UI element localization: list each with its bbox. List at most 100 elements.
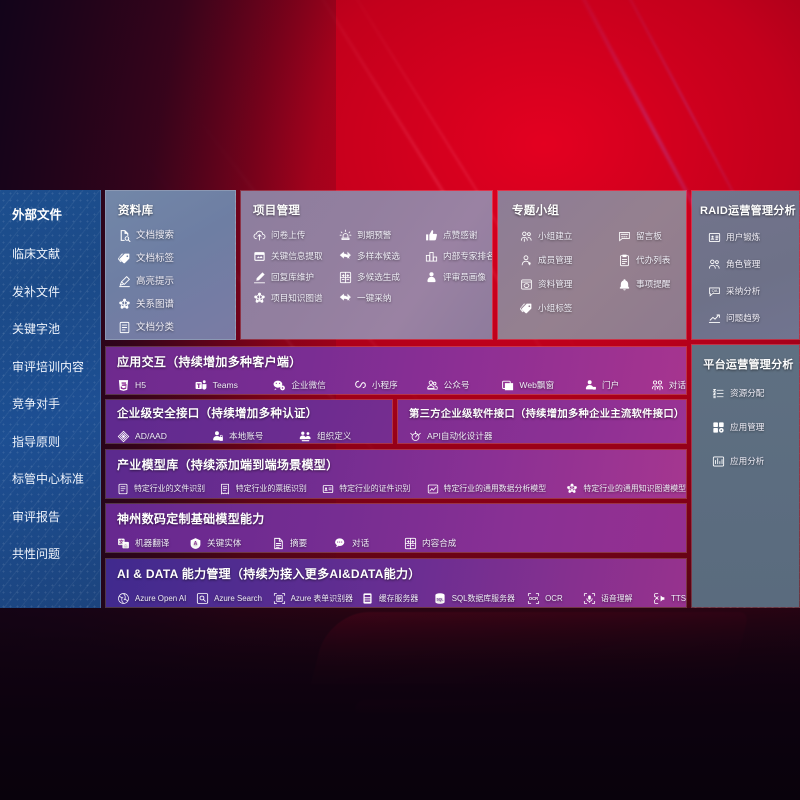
trend-chart-icon bbox=[708, 312, 721, 325]
aidata-item-tts[interactable]: TTS bbox=[653, 592, 686, 605]
sidebar-item-guidelines[interactable]: 指导原则 bbox=[12, 434, 61, 449]
project-item-reply-library[interactable]: 回复库维护 bbox=[253, 271, 339, 284]
summary-doc-icon bbox=[272, 537, 285, 550]
group-item-create-group[interactable]: 小组建立 bbox=[520, 230, 618, 243]
repo-item-document-category[interactable]: 文档分类 bbox=[118, 321, 235, 334]
project-item-label: 评审员画像 bbox=[443, 272, 486, 283]
ocr-icon: OCR bbox=[527, 592, 540, 605]
interaction-item-miniprogram[interactable]: 小程序 bbox=[354, 379, 426, 392]
platform-item-app-analysis[interactable]: 应用分析 bbox=[712, 455, 799, 468]
repo-item-document-tag[interactable]: 文档标签 bbox=[118, 252, 235, 265]
cloud-upload-icon bbox=[253, 229, 266, 242]
base-item-label: 对话 bbox=[352, 538, 370, 549]
project-item-knowledge-graph[interactable]: 项目知识图谱 bbox=[253, 292, 339, 305]
security-item-ad-aad[interactable]: AD/AAD bbox=[117, 430, 211, 443]
model-item-receipt-recognition[interactable]: 特定行业的票据识别 bbox=[219, 483, 322, 495]
aidata-item-azure-search[interactable]: Azure Search bbox=[196, 592, 272, 605]
project-item-thanks-like[interactable]: 点赞感谢 bbox=[425, 229, 492, 242]
interaction-item-label: H5 bbox=[135, 380, 146, 391]
model-item-file-recognition[interactable]: 特定行业的文件识别 bbox=[117, 483, 219, 495]
panel-third-party-title: 第三方企业级软件接口（持续增加多种企业主流软件接口） bbox=[409, 409, 685, 420]
archive-box-icon bbox=[520, 278, 533, 291]
aidata-item-form-recognizer[interactable]: Azure 表单识别器 bbox=[273, 592, 361, 605]
sidebar-item-supplementary-docs[interactable]: 发补文件 bbox=[12, 284, 61, 299]
group-item-message-board[interactable]: 留言板 bbox=[618, 230, 686, 243]
raid-item-issue-trend[interactable]: 问题趋势 bbox=[708, 312, 799, 325]
sidebar-item-review-report[interactable]: 审评报告 bbox=[12, 509, 61, 524]
security-item-local-account[interactable]: 本地账号 bbox=[211, 430, 299, 443]
project-item-questionnaire-upload[interactable]: 问卷上传 bbox=[253, 229, 339, 242]
repo-item-highlight[interactable]: 高亮提示 bbox=[118, 275, 235, 288]
model-item-data-analysis-model[interactable]: 特定行业的通用数据分析模型 bbox=[427, 483, 567, 495]
group-item-label: 留言板 bbox=[636, 231, 662, 242]
interaction-item-web-popup[interactable]: Web飘窗 bbox=[501, 379, 584, 392]
aidata-item-azure-openai[interactable]: Azure Open AI bbox=[117, 592, 196, 605]
base-item-content-synthesis[interactable]: 内容合成 bbox=[404, 537, 456, 550]
project-item-reviewer-profile[interactable]: 评审员画像 bbox=[425, 271, 492, 284]
interaction-item-official-account[interactable]: 公众号 bbox=[426, 379, 502, 392]
interaction-item-label: 企业微信 bbox=[291, 380, 326, 391]
group-item-label: 成员管理 bbox=[538, 255, 573, 266]
interaction-item-teams[interactable]: Teams bbox=[194, 379, 273, 392]
platform-item-resource-allocation[interactable]: 资源分配 bbox=[712, 387, 799, 400]
interaction-item-chat[interactable]: 对话 bbox=[651, 379, 686, 392]
project-item-one-click-adopt[interactable]: 一键采纳 bbox=[339, 292, 425, 305]
reply-arrow-icon bbox=[339, 250, 352, 263]
group-item-todo-list[interactable]: 代办列表 bbox=[618, 254, 686, 267]
base-item-key-entity[interactable]: A 关键实体 bbox=[189, 537, 272, 550]
group-item-group-tag[interactable]: 小组标签 bbox=[520, 302, 618, 315]
svg-text:OCR: OCR bbox=[529, 596, 538, 601]
thumbs-up-icon bbox=[425, 229, 438, 242]
panel-third-party-interface: 第三方企业级软件接口（持续增加多种企业主流软件接口） API自动化设计器 bbox=[397, 399, 687, 444]
aidata-item-cache-server[interactable]: 缓存服务器 bbox=[361, 592, 433, 605]
sidebar-item-review-training[interactable]: 审评培训内容 bbox=[12, 359, 85, 374]
alarm-light-icon bbox=[339, 229, 352, 242]
sidebar-item-competitors[interactable]: 竞争对手 bbox=[12, 397, 61, 411]
interaction-item-h5[interactable]: H5 bbox=[117, 379, 194, 392]
org-define-icon bbox=[299, 430, 312, 443]
model-item-id-recognition[interactable]: 特定行业的证件识别 bbox=[322, 483, 426, 495]
aidata-item-sql-database[interactable]: SQL SQL数据库服务器 bbox=[433, 592, 527, 605]
group-people-icon bbox=[708, 258, 721, 271]
sidebar-item-keyword-pool[interactable]: 关键字池 bbox=[12, 322, 61, 336]
project-item-multi-sample-candidate[interactable]: 多样本候选 bbox=[339, 250, 425, 263]
aidata-item-speech-understanding[interactable]: 语音理解 bbox=[583, 592, 653, 605]
miniprogram-icon bbox=[354, 379, 367, 392]
raid-item-user[interactable]: 用户锻炼 bbox=[708, 231, 799, 244]
aidata-item-ocr[interactable]: OCR OCR bbox=[527, 592, 583, 605]
sidebar-item-clinical-literature[interactable]: 临床文献 bbox=[12, 247, 61, 261]
group-item-material-management[interactable]: 资料管理 bbox=[520, 278, 618, 291]
aidata-item-label: OCR bbox=[545, 593, 563, 603]
web-popup-icon bbox=[501, 379, 514, 392]
interaction-item-wechat-work[interactable]: 企业微信 bbox=[272, 379, 354, 392]
sidebar-item-common-issues[interactable]: 共性问题 bbox=[12, 547, 61, 561]
document-list-icon bbox=[118, 321, 131, 334]
group-item-event-reminder[interactable]: 事项提醒 bbox=[618, 278, 686, 291]
base-item-summary[interactable]: 摘要 bbox=[272, 537, 334, 550]
sidebar-external-files[interactable]: 外部文件 临床文献 发补文件 关键字池 审评培训内容 竞争对手 指导原则 标管中… bbox=[0, 190, 101, 608]
group-item-member-management[interactable]: 成员管理 bbox=[520, 254, 618, 267]
project-item-expiry-alert[interactable]: 到期预警 bbox=[339, 229, 425, 242]
interaction-item-portal[interactable]: 门户 bbox=[584, 379, 651, 392]
base-item-dialogue[interactable]: 对话 bbox=[334, 537, 404, 550]
panel-base-model-fill bbox=[106, 504, 686, 552]
panel-platform-title: 平台运营管理分析 bbox=[703, 359, 794, 371]
document-search-icon bbox=[118, 229, 131, 242]
sidebar-item-standards-center[interactable]: 标管中心标准 bbox=[12, 472, 85, 486]
security-item-org-definition[interactable]: 组织定义 bbox=[299, 430, 351, 443]
panel-industry-model-title: 产业模型库（持续添加端到端场景模型） bbox=[117, 458, 339, 472]
project-item-multi-candidate-generate[interactable]: 多候选生成 bbox=[339, 271, 425, 284]
repo-item-relation-graph[interactable]: 关系图谱 bbox=[118, 298, 235, 311]
group-people-icon bbox=[520, 230, 533, 243]
raid-item-role-management[interactable]: 角色管理 bbox=[708, 258, 799, 271]
panel-industry-model: 产业模型库（持续添加端到端场景模型） 特定行业的文件识别 特定行业的票据识别 bbox=[105, 449, 687, 499]
model-item-knowledge-graph-model[interactable]: 特定行业的通用知识图谱模型 bbox=[566, 483, 686, 495]
repo-item-document-search[interactable]: 文档搜索 bbox=[118, 229, 235, 242]
project-item-expert-ranking[interactable]: 内部专家排名 bbox=[425, 250, 492, 263]
third-party-item-api-designer[interactable]: API自动化设计器 bbox=[409, 430, 492, 443]
project-item-key-info-extract[interactable]: 关键信息提取 bbox=[253, 250, 339, 263]
raid-item-adoption-analysis[interactable]: QA 采纳分析 bbox=[708, 285, 799, 298]
platform-item-app-management[interactable]: 应用管理 bbox=[712, 421, 799, 434]
